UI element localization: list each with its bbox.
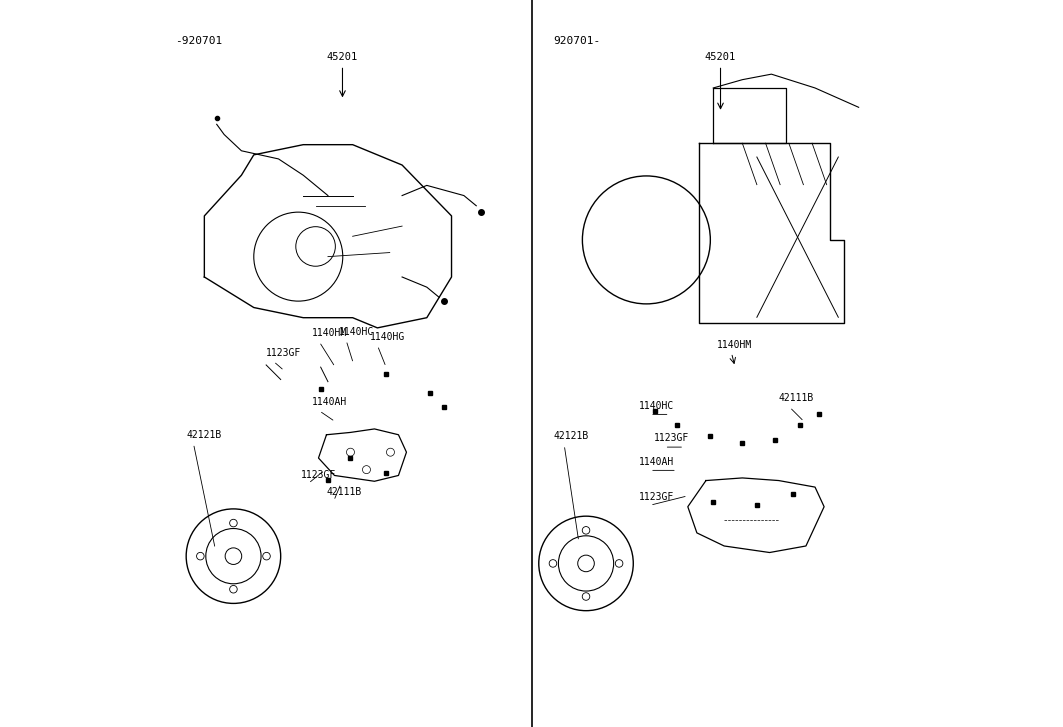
Text: 42121B: 42121B: [186, 430, 221, 440]
Text: 1123GF: 1123GF: [654, 433, 689, 443]
Text: 1140AH: 1140AH: [311, 397, 348, 407]
Text: 1140HM: 1140HM: [716, 340, 753, 350]
Text: 1140HC: 1140HC: [339, 326, 374, 337]
Text: 45201: 45201: [326, 52, 358, 62]
Text: 1123GF: 1123GF: [639, 491, 674, 502]
Text: 42121B: 42121B: [554, 431, 589, 441]
Text: 45201: 45201: [705, 52, 737, 62]
Text: 920701-: 920701-: [554, 36, 601, 47]
Text: 1140HM: 1140HM: [311, 328, 348, 338]
Text: 1123GF: 1123GF: [266, 348, 302, 358]
Text: -920701: -920701: [175, 36, 222, 47]
Text: 42111B: 42111B: [779, 393, 814, 403]
Text: 1140AH: 1140AH: [639, 457, 674, 467]
Text: 1123GF: 1123GF: [301, 470, 336, 480]
Text: 42111B: 42111B: [326, 487, 361, 497]
Text: 1140HG: 1140HG: [370, 332, 405, 342]
Text: 1140HC: 1140HC: [639, 401, 674, 411]
